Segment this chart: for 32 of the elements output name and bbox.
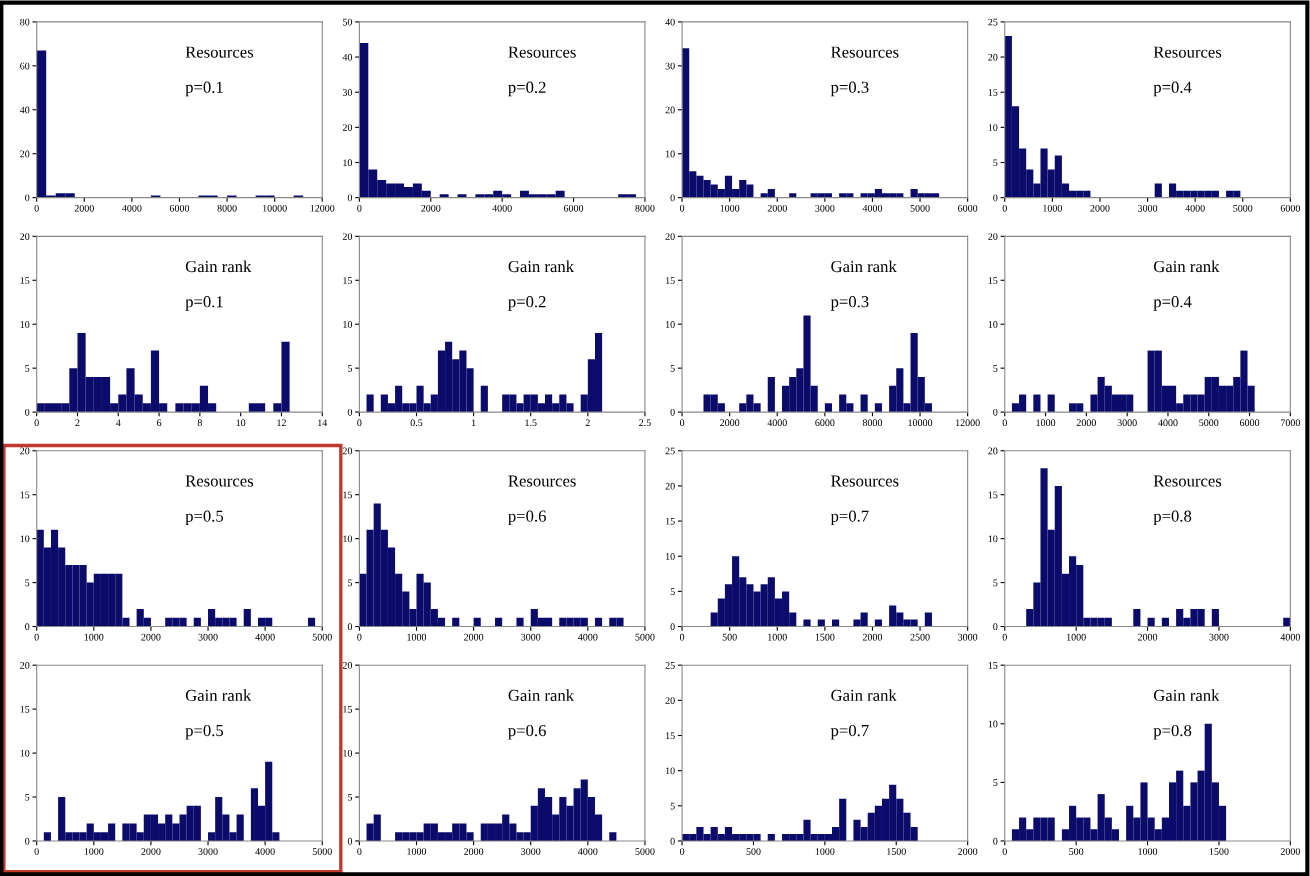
annotation: p=0.5	[185, 510, 224, 526]
annotation: Resources	[831, 46, 899, 58]
annotation: p=0.6	[508, 510, 546, 526]
annotation: Gain rank	[831, 689, 897, 702]
annotation: p=0.8	[1153, 510, 1192, 526]
annotation: Gain rank	[1153, 689, 1220, 702]
annotation: p=0.7	[830, 724, 869, 740]
annotation: Resources	[1153, 475, 1222, 487]
annotation: p=0.5	[185, 724, 224, 740]
annotation: p=0.7	[830, 510, 869, 526]
annotation: p=0.2	[508, 81, 546, 97]
annotation: p=0.2	[508, 296, 546, 311]
annotation: p=0.4	[1153, 81, 1192, 97]
annotation: Resources	[508, 46, 576, 58]
annotation: Gain rank	[1153, 260, 1220, 273]
annotation: Resources	[1153, 46, 1222, 58]
annotation: p=0.3	[830, 81, 869, 97]
annotation: Gain rank	[185, 689, 252, 702]
annotation: Resources	[185, 475, 254, 487]
annotation: Gain rank	[508, 689, 575, 702]
annotation: p=0.6	[508, 724, 546, 740]
annotation: Resources	[185, 46, 254, 58]
annotation: Gain rank	[185, 260, 252, 273]
annotation: Resources	[508, 475, 576, 487]
annotation: p=0.3	[830, 296, 869, 311]
annotation: p=0.4	[1153, 296, 1192, 311]
annotation: p=0.1	[185, 296, 223, 311]
annotation: Gain rank	[831, 260, 897, 273]
annotation: Resources	[831, 475, 899, 487]
annotation: Gain rank	[508, 260, 575, 273]
annotation: p=0.1	[185, 81, 223, 97]
annotation: p=0.8	[1153, 724, 1192, 740]
